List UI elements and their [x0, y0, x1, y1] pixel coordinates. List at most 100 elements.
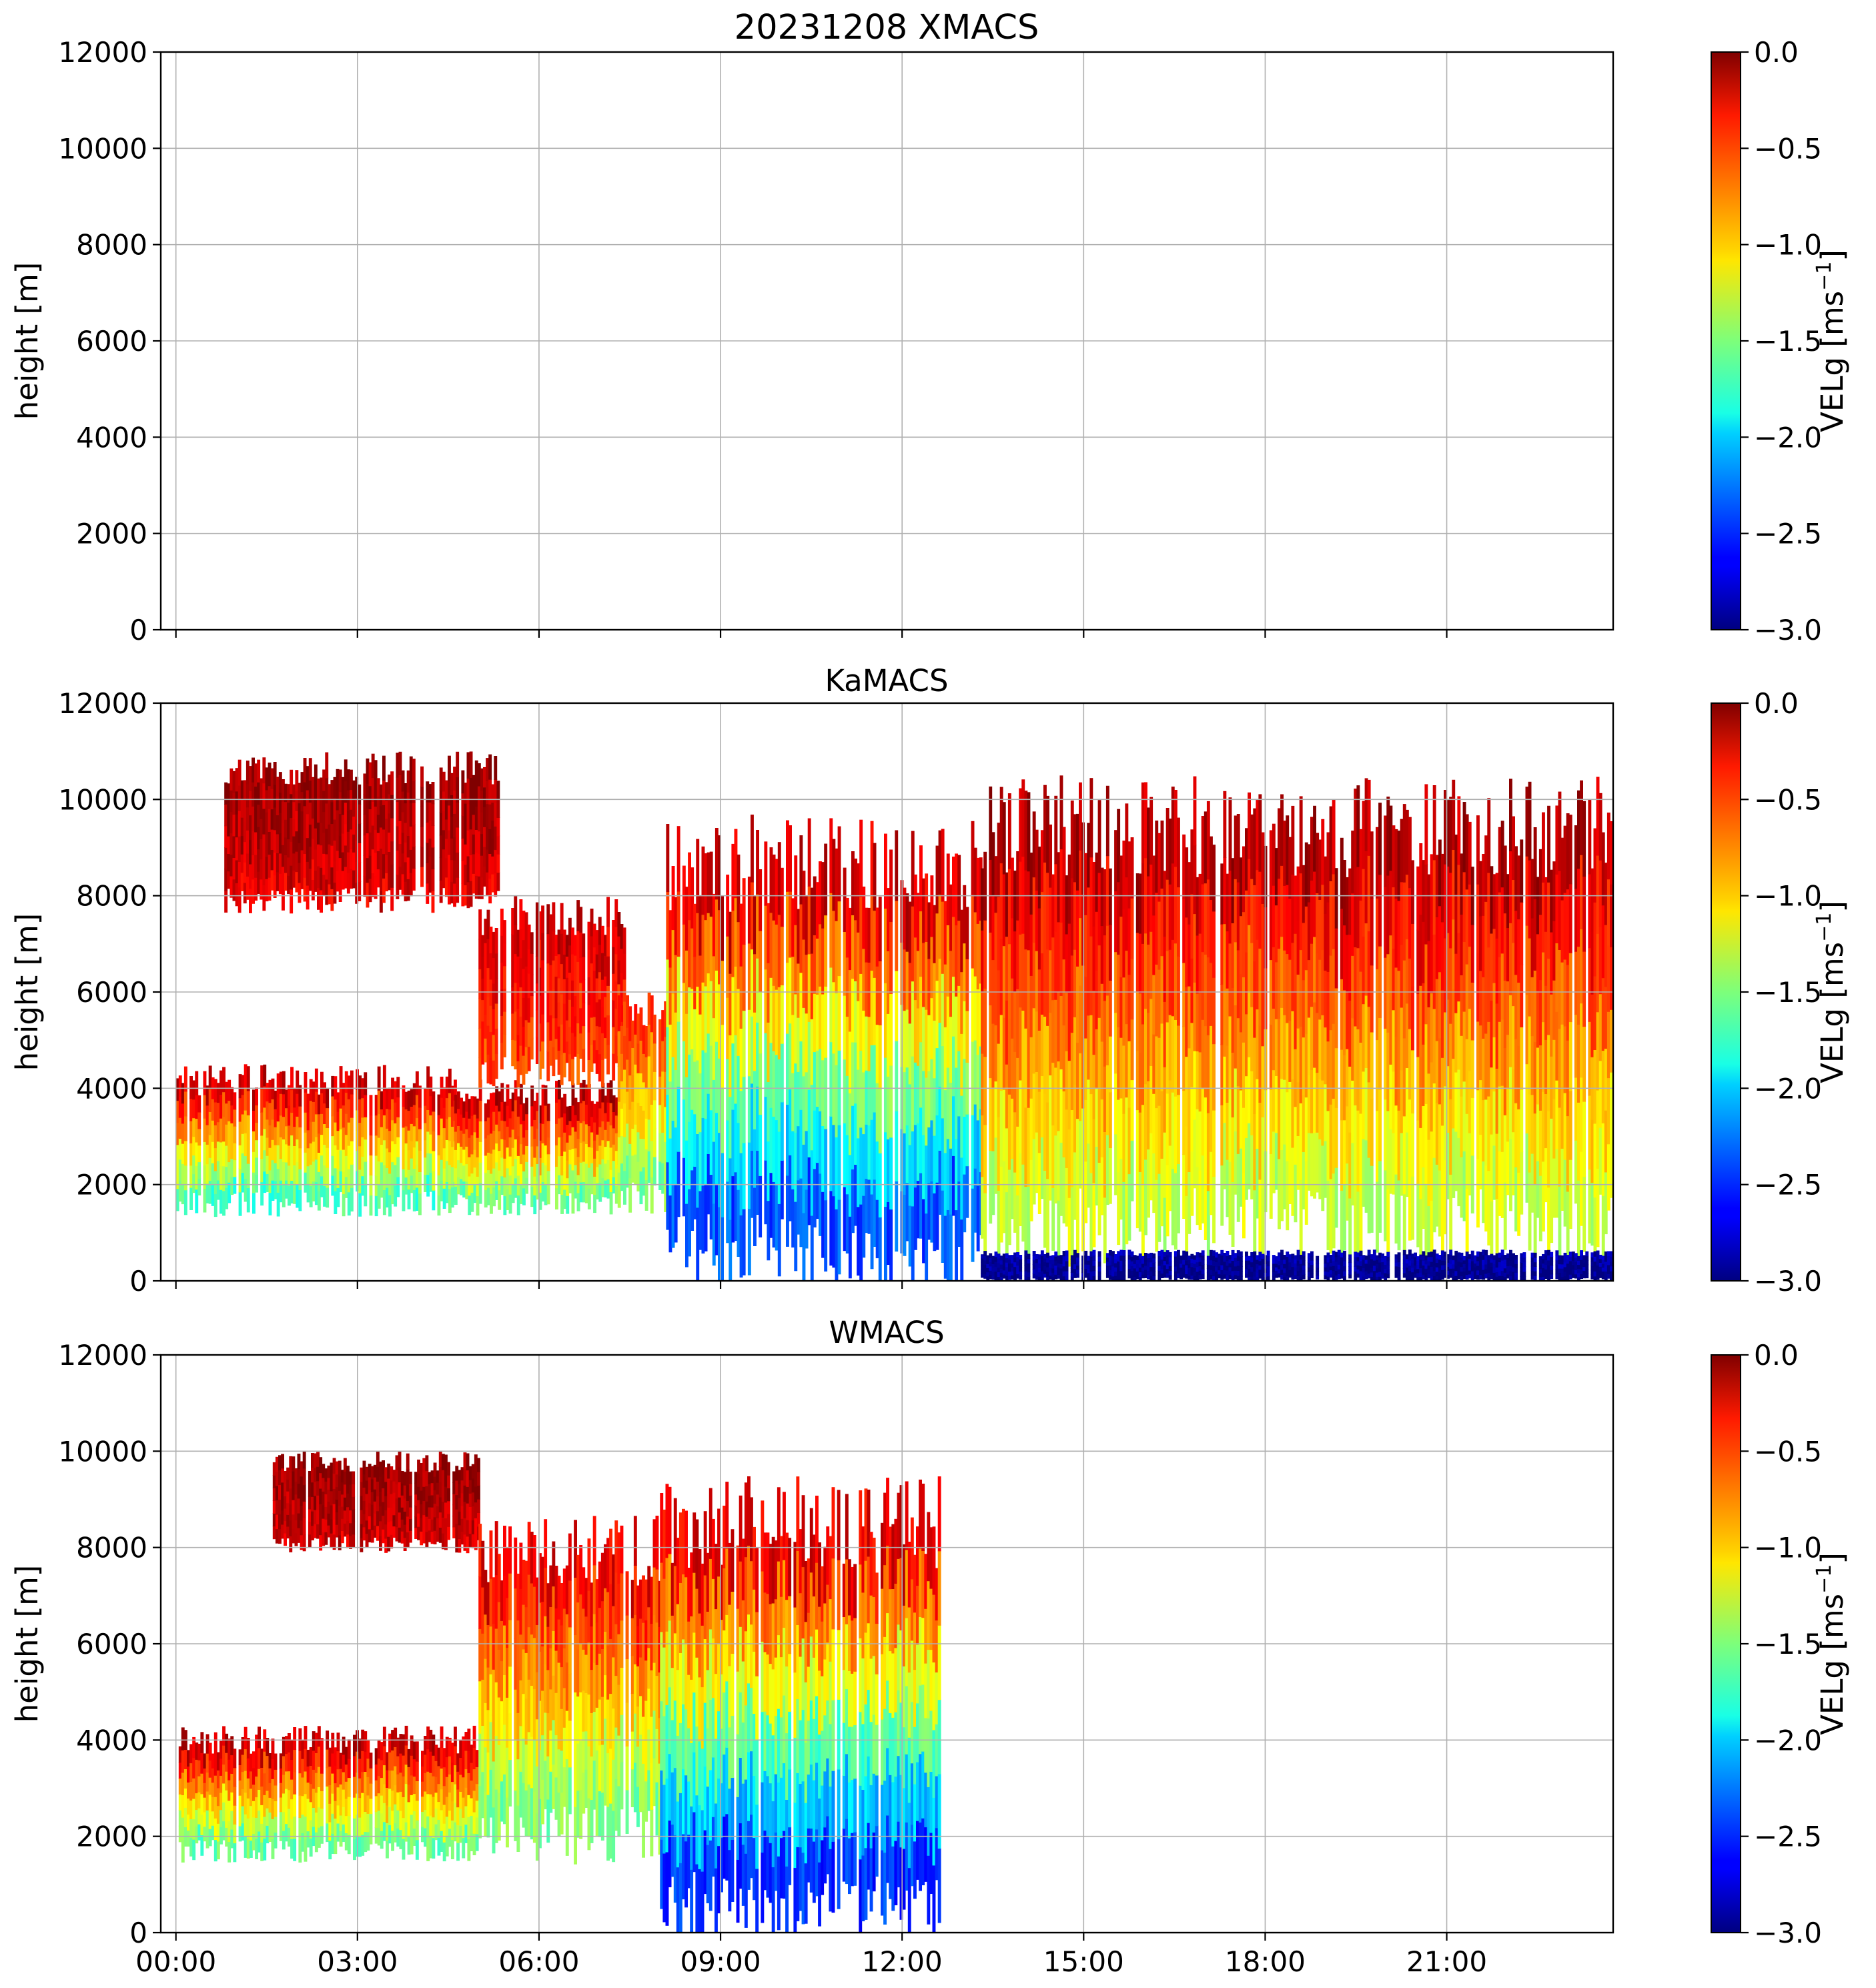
- echo-cell: [854, 859, 857, 921]
- echo-cell: [991, 832, 995, 897]
- echo-cell: [552, 902, 556, 932]
- echo-cell: [1046, 1025, 1049, 1103]
- echo-cell: [336, 871, 340, 892]
- echo-cell: [1117, 1251, 1121, 1257]
- echo-cell: [322, 790, 326, 813]
- echo-cell: [420, 826, 424, 847]
- echo-cell: [1582, 1026, 1586, 1102]
- echo-cell: [1440, 1057, 1444, 1126]
- echo-cell: [565, 1041, 569, 1063]
- echo-cell: [1544, 985, 1548, 1040]
- echo-cell: [715, 1183, 719, 1256]
- echo-cell: [1449, 1272, 1453, 1278]
- echo-cell: [1408, 1099, 1412, 1170]
- echo-cell: [1261, 974, 1265, 1047]
- echo-cell: [1105, 1265, 1109, 1270]
- echo-cell: [1168, 1014, 1172, 1081]
- echo-cell: [219, 1094, 223, 1119]
- echo-cell: [339, 1087, 343, 1109]
- echo-cell: [919, 911, 923, 977]
- echo-cell: [1307, 1262, 1311, 1268]
- echo-cell: [807, 1157, 811, 1225]
- echo-cell: [1269, 1089, 1273, 1154]
- echo-cell: [1343, 1276, 1346, 1281]
- echo-cell: [442, 1107, 446, 1129]
- echo-cell: [1400, 1069, 1404, 1133]
- echo-cell: [1177, 1268, 1180, 1274]
- echo-cell: [701, 1117, 705, 1186]
- echo-cell: [676, 891, 680, 957]
- echo-cell: [1326, 971, 1330, 1042]
- echo-cell: [1424, 1264, 1428, 1269]
- echo-cell: [614, 1115, 618, 1133]
- echo-cell: [442, 1147, 446, 1169]
- echo-cell: [317, 1113, 321, 1134]
- echo-cell: [1223, 1122, 1227, 1189]
- echo-cell: [994, 1276, 998, 1281]
- echo-cell: [848, 907, 852, 971]
- echo-cell: [819, 923, 822, 987]
- echo-cell: [1354, 1105, 1358, 1185]
- echo-cell: [1411, 1254, 1414, 1259]
- echo-cell: [999, 1276, 1003, 1281]
- echo-cell: [271, 1099, 275, 1120]
- echo-cell: [614, 1133, 618, 1151]
- echo-cell: [887, 888, 890, 951]
- echo-cell: [197, 1111, 201, 1129]
- echo-cell: [1384, 1268, 1388, 1274]
- echo-cell: [1155, 1107, 1159, 1180]
- echo-cell: [1291, 1258, 1295, 1263]
- echo-cell: [525, 1177, 528, 1194]
- echo-cell: [1198, 1270, 1202, 1276]
- echo-cell: [1108, 1260, 1112, 1266]
- echo-cell: [278, 853, 282, 874]
- echo-cell: [344, 1176, 348, 1198]
- echo-cell: [1372, 1270, 1376, 1276]
- echo-cell: [1122, 1113, 1126, 1182]
- echo-cell: [412, 1104, 416, 1127]
- echo-cell: [1530, 1153, 1534, 1213]
- echo-cell: [535, 1036, 539, 1064]
- echo-cell: [1348, 1066, 1352, 1133]
- echo-cell: [1035, 1275, 1039, 1280]
- echo-cell: [468, 1118, 472, 1138]
- echo-cell: [997, 1116, 1001, 1191]
- echo-cell: [1386, 1032, 1390, 1111]
- echo-cell: [1577, 1179, 1580, 1259]
- echo-cell: [1013, 1051, 1017, 1113]
- echo-cell: [1035, 1258, 1039, 1264]
- echo-cell: [1427, 1252, 1431, 1258]
- echo-cell: [1512, 1276, 1515, 1281]
- echo-cell: [568, 1163, 572, 1179]
- echo-cell: [492, 1059, 496, 1087]
- echo-cell: [222, 1067, 225, 1093]
- echo-cell: [1536, 1160, 1540, 1218]
- echo-cell: [322, 832, 326, 854]
- echo-cell: [1024, 1186, 1028, 1266]
- echo-cell: [1294, 1163, 1298, 1223]
- echo-cell: [1299, 1272, 1303, 1277]
- echo-cell: [729, 1096, 733, 1159]
- echo-cell: [1512, 1253, 1515, 1259]
- echo-cell: [997, 896, 1001, 971]
- echo-cell: [328, 804, 332, 825]
- echo-cell: [698, 955, 702, 1015]
- echo-cell: [1174, 1095, 1178, 1173]
- echo-cell: [1051, 1272, 1055, 1278]
- echo-cell: [1577, 1268, 1580, 1274]
- echo-cell: [1114, 1254, 1117, 1260]
- echo-cell: [1165, 1250, 1169, 1256]
- echo-cell: [609, 1169, 613, 1192]
- echo-cell: [807, 818, 811, 887]
- echo-cell: [647, 992, 651, 1025]
- echo-cell: [503, 1158, 507, 1177]
- echo-cell: [794, 1201, 798, 1272]
- echo-cell: [380, 1091, 384, 1109]
- echo-cell: [541, 1013, 544, 1042]
- echo-cell: [290, 1089, 294, 1113]
- echo-cell: [1130, 1251, 1134, 1257]
- echo-cell: [1468, 1270, 1472, 1275]
- echo-cell: [1364, 923, 1368, 996]
- echo-cell: [230, 1123, 234, 1141]
- echo-cell: [1147, 807, 1150, 877]
